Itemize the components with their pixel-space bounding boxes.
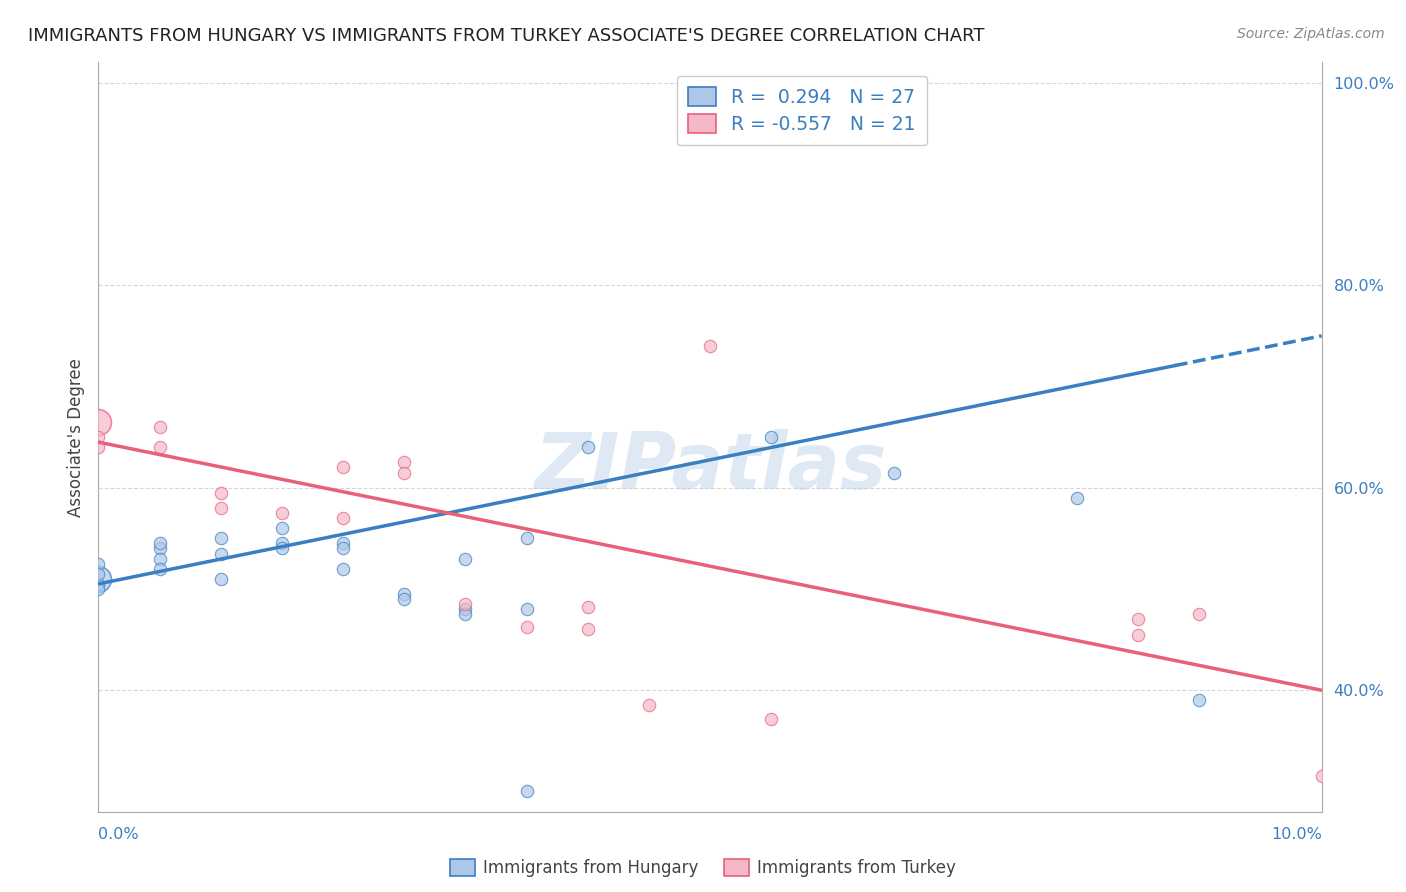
Point bbox=[332, 562, 354, 576]
Text: IMMIGRANTS FROM HUNGARY VS IMMIGRANTS FROM TURKEY ASSOCIATE'S DEGREE CORRELATION: IMMIGRANTS FROM HUNGARY VS IMMIGRANTS FR… bbox=[28, 27, 984, 45]
Point bbox=[759, 712, 782, 726]
Point bbox=[454, 602, 477, 616]
Point bbox=[1128, 627, 1150, 641]
Point bbox=[759, 430, 782, 444]
Point bbox=[699, 339, 721, 353]
Point bbox=[332, 460, 354, 475]
Point bbox=[576, 623, 599, 637]
Point bbox=[87, 440, 110, 454]
Point bbox=[209, 532, 232, 546]
Point bbox=[516, 532, 538, 546]
Point bbox=[516, 784, 538, 798]
Point bbox=[209, 547, 232, 561]
Point bbox=[149, 562, 172, 576]
Point bbox=[392, 592, 416, 607]
Point bbox=[87, 577, 110, 591]
Point bbox=[637, 698, 661, 713]
Text: ZIPatlas: ZIPatlas bbox=[534, 429, 886, 505]
Legend: R =  0.294   N = 27, R = -0.557   N = 21: R = 0.294 N = 27, R = -0.557 N = 21 bbox=[676, 76, 927, 145]
Point bbox=[332, 536, 354, 550]
Point bbox=[576, 600, 599, 615]
Point bbox=[516, 602, 538, 616]
Point bbox=[149, 536, 172, 550]
Point bbox=[149, 420, 172, 434]
Point bbox=[87, 430, 110, 444]
Legend: Immigrants from Hungary, Immigrants from Turkey: Immigrants from Hungary, Immigrants from… bbox=[443, 852, 963, 884]
Point bbox=[270, 541, 292, 556]
Text: 10.0%: 10.0% bbox=[1271, 827, 1322, 842]
Point bbox=[1066, 491, 1088, 505]
Point bbox=[149, 541, 172, 556]
Point bbox=[454, 551, 477, 566]
Y-axis label: Associate's Degree: Associate's Degree bbox=[66, 358, 84, 516]
Point bbox=[87, 557, 110, 571]
Point bbox=[87, 572, 110, 586]
Point bbox=[392, 466, 416, 480]
Point bbox=[332, 511, 354, 525]
Point bbox=[87, 582, 110, 596]
Text: Source: ZipAtlas.com: Source: ZipAtlas.com bbox=[1237, 27, 1385, 41]
Point bbox=[332, 541, 354, 556]
Point bbox=[149, 551, 172, 566]
Point bbox=[209, 500, 232, 515]
Point bbox=[209, 485, 232, 500]
Point bbox=[516, 620, 538, 634]
Point bbox=[1128, 612, 1150, 626]
Point bbox=[270, 521, 292, 535]
Point bbox=[87, 566, 110, 581]
Point bbox=[270, 506, 292, 520]
Point bbox=[454, 607, 477, 622]
Text: 0.0%: 0.0% bbox=[98, 827, 139, 842]
Point bbox=[1188, 607, 1211, 622]
Point bbox=[149, 440, 172, 454]
Point bbox=[87, 415, 110, 429]
Point bbox=[454, 597, 477, 611]
Point bbox=[1310, 769, 1333, 783]
Point bbox=[209, 572, 232, 586]
Point bbox=[392, 587, 416, 601]
Point bbox=[883, 466, 905, 480]
Point bbox=[576, 440, 599, 454]
Point bbox=[1188, 693, 1211, 707]
Point bbox=[270, 536, 292, 550]
Point bbox=[392, 455, 416, 469]
